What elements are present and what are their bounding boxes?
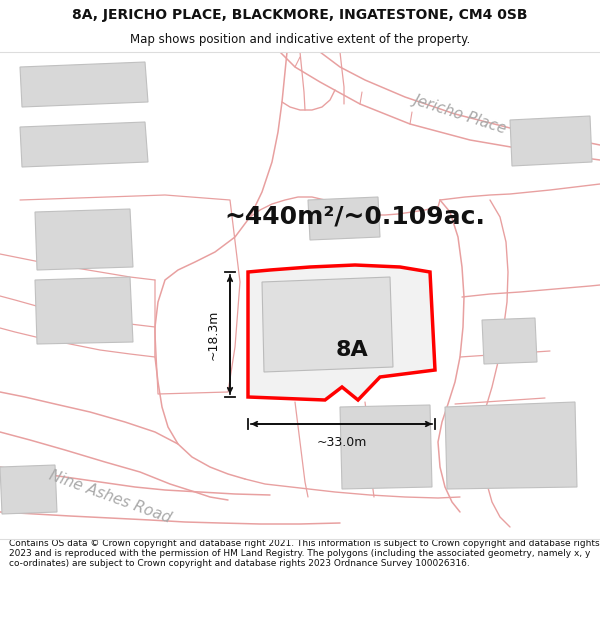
Text: ~33.0m: ~33.0m (316, 436, 367, 449)
Text: 8A, JERICHO PLACE, BLACKMORE, INGATESTONE, CM4 0SB: 8A, JERICHO PLACE, BLACKMORE, INGATESTON… (72, 8, 528, 21)
Polygon shape (340, 405, 432, 489)
Polygon shape (248, 265, 435, 400)
Text: ~18.3m: ~18.3m (206, 309, 220, 359)
Polygon shape (262, 277, 393, 372)
Polygon shape (35, 209, 133, 270)
Text: ~440m²/~0.109ac.: ~440m²/~0.109ac. (224, 205, 485, 229)
Polygon shape (445, 402, 577, 489)
Text: Map shows position and indicative extent of the property.: Map shows position and indicative extent… (130, 32, 470, 46)
Text: Contains OS data © Crown copyright and database right 2021. This information is : Contains OS data © Crown copyright and d… (9, 539, 599, 568)
Polygon shape (20, 122, 148, 167)
Polygon shape (510, 116, 592, 166)
Text: 8A: 8A (335, 340, 368, 360)
Polygon shape (35, 277, 133, 344)
Polygon shape (20, 62, 148, 107)
Text: Jericho Place: Jericho Place (412, 92, 509, 136)
Polygon shape (308, 197, 380, 240)
Polygon shape (0, 465, 57, 514)
Text: Nine Ashes Road: Nine Ashes Road (47, 468, 173, 526)
Polygon shape (482, 318, 537, 364)
